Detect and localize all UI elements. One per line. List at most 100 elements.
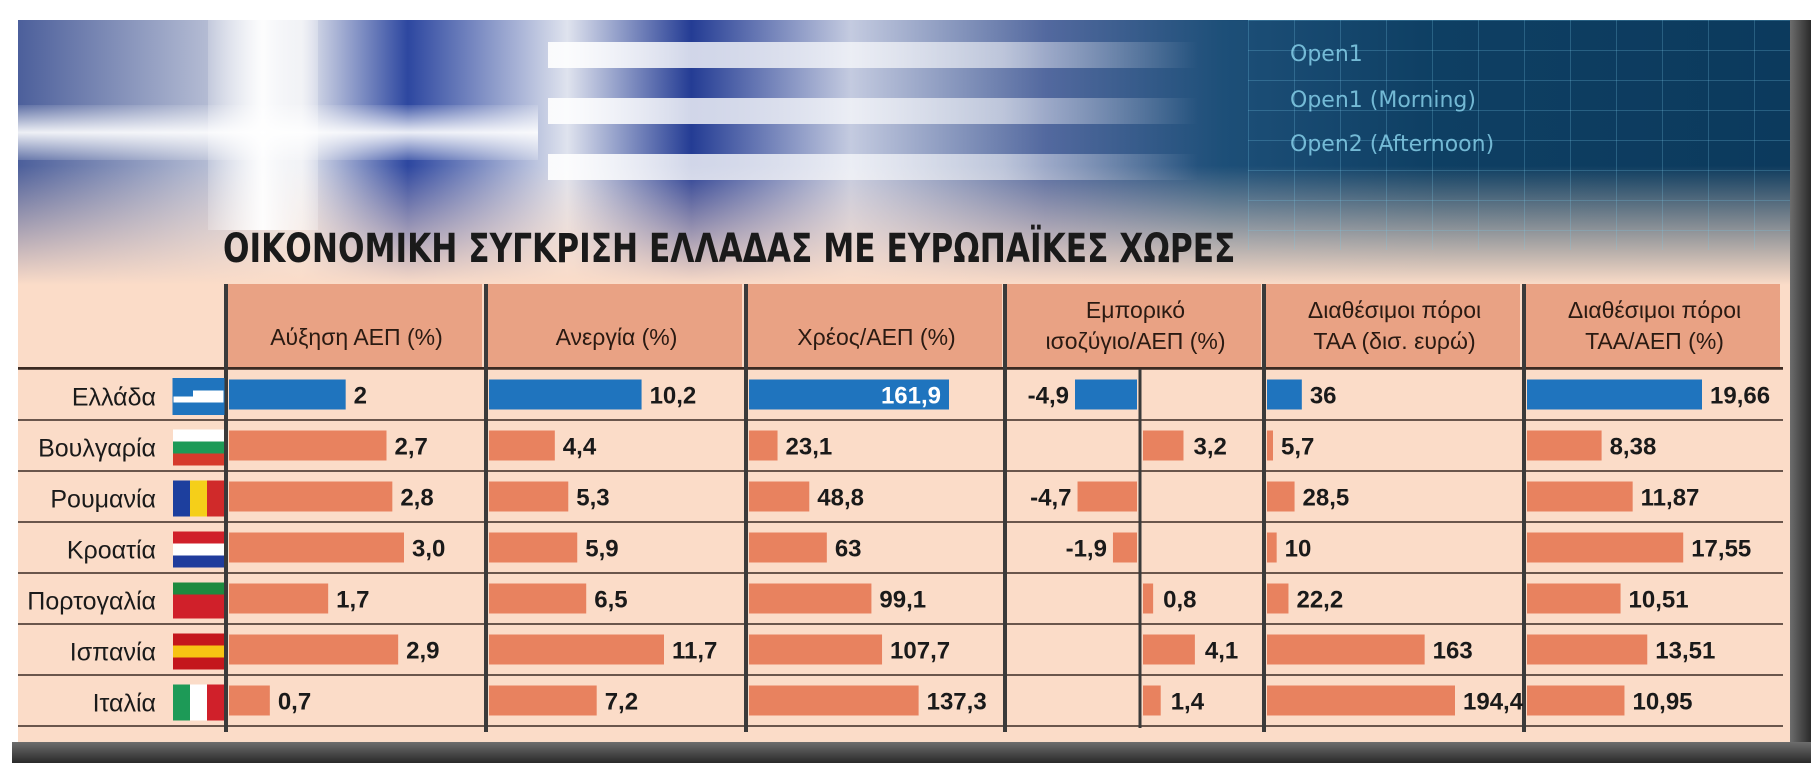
frame-shadow-bottom [12,742,1811,763]
data-label: 5,9 [585,536,618,563]
bar [1527,532,1684,563]
bar [489,685,597,716]
bar [1267,481,1295,512]
flag-band [190,480,207,517]
bar [229,430,387,461]
country-flag-icon [172,378,225,415]
bar [1527,634,1648,665]
bar [749,481,810,512]
data-label: -1,9 [1066,536,1107,563]
country-flag-icon [173,429,224,466]
flag-band [173,480,190,517]
flag-band [207,480,224,517]
column-header-6 [1525,284,1780,367]
data-label: 10,95 [1632,689,1692,716]
bar [489,634,664,665]
bar [1143,583,1154,614]
country-label: Πορτογαλία [27,588,156,616]
bar [1527,583,1621,614]
infographic-panel: Open1 Open1 (Morning) Open2 (Afternoon) … [18,20,1790,742]
bar [749,379,949,410]
data-label: 99,1 [879,587,926,614]
bar [229,379,346,410]
bar [1143,430,1184,461]
data-label: 11,87 [1641,485,1700,512]
bar [229,583,329,614]
column-header-label: Διαθέσιμοι πόροι [1568,297,1741,323]
data-label: 2,7 [395,434,428,461]
bar [229,481,393,512]
data-label: 48,8 [817,485,864,512]
bar [1267,532,1277,563]
flag-band [173,402,224,415]
data-label: 11,7 [672,638,717,665]
bar [1267,634,1425,665]
stock-screen-text: Open1 (Morning) [1290,88,1476,113]
column-header-4 [1006,284,1261,367]
country-label: Ισπανία [70,639,156,667]
data-label: 23,1 [786,434,833,461]
country-label: Ιταλία [93,690,156,718]
data-label: 4,1 [1205,638,1238,665]
country-label: Ελλάδα [72,384,156,412]
column-header-label: Ανεργία (%) [556,324,678,350]
bar [1143,685,1161,716]
frame-shadow-right [1790,20,1811,763]
country-flag-icon [173,582,224,619]
column-header-label: Χρέος/ΑΕΠ (%) [797,324,955,350]
flag-band [173,441,224,454]
bar [1077,481,1137,512]
flag-band [173,657,224,670]
data-label: -4,7 [1030,485,1071,512]
flag-canton [173,378,193,397]
data-label: 8,38 [1610,434,1657,461]
data-label: 36 [1310,383,1337,410]
bar [1527,379,1702,410]
country-flag-icon [173,684,224,721]
data-label: 19,66 [1710,383,1770,410]
country-flag-icon [173,480,224,517]
bar [1527,430,1602,461]
data-label: 2,8 [400,485,433,512]
flag-band [173,429,224,442]
bar [749,532,827,563]
data-label: 0,7 [278,689,311,716]
country-label: Βουλγαρία [38,435,156,463]
country-flag-icon [173,531,224,568]
bar [1527,685,1625,716]
bar [1527,481,1633,512]
data-label: 2 [354,383,367,410]
data-label: 10 [1285,536,1312,563]
data-label: 28,5 [1303,485,1350,512]
data-label: 10,51 [1629,587,1689,614]
flag-band [173,543,224,556]
bar [489,583,587,614]
bar [229,685,270,716]
country-label: Κροατία [67,537,156,565]
flag-band [207,684,224,721]
flag-band [173,684,190,721]
data-label: 6,5 [594,587,627,614]
flag-band [173,633,224,646]
flag-band [190,684,207,721]
bar [749,583,872,614]
data-label: 1,7 [336,587,369,614]
data-label: 22,2 [1296,587,1343,614]
header-banner-image: Open1 Open1 (Morning) Open2 (Afternoon) [18,20,1790,285]
flag-stripe [548,98,1198,124]
bar [1112,532,1137,563]
bar [749,685,919,716]
flag-band [173,582,224,595]
data-label: 107,7 [890,638,950,665]
data-label: 17,55 [1691,536,1751,563]
data-label: 3,0 [412,536,445,563]
bar [489,532,578,563]
column-header-1 [227,284,482,367]
data-label: 194,4 [1463,689,1524,716]
column-header-label: ΤΑΑ (δισ. ευρώ) [1313,328,1475,354]
bar [489,481,569,512]
data-label: 10,2 [650,383,697,410]
country-label: Ρουμανία [50,486,156,514]
data-label: 7,2 [605,689,638,716]
